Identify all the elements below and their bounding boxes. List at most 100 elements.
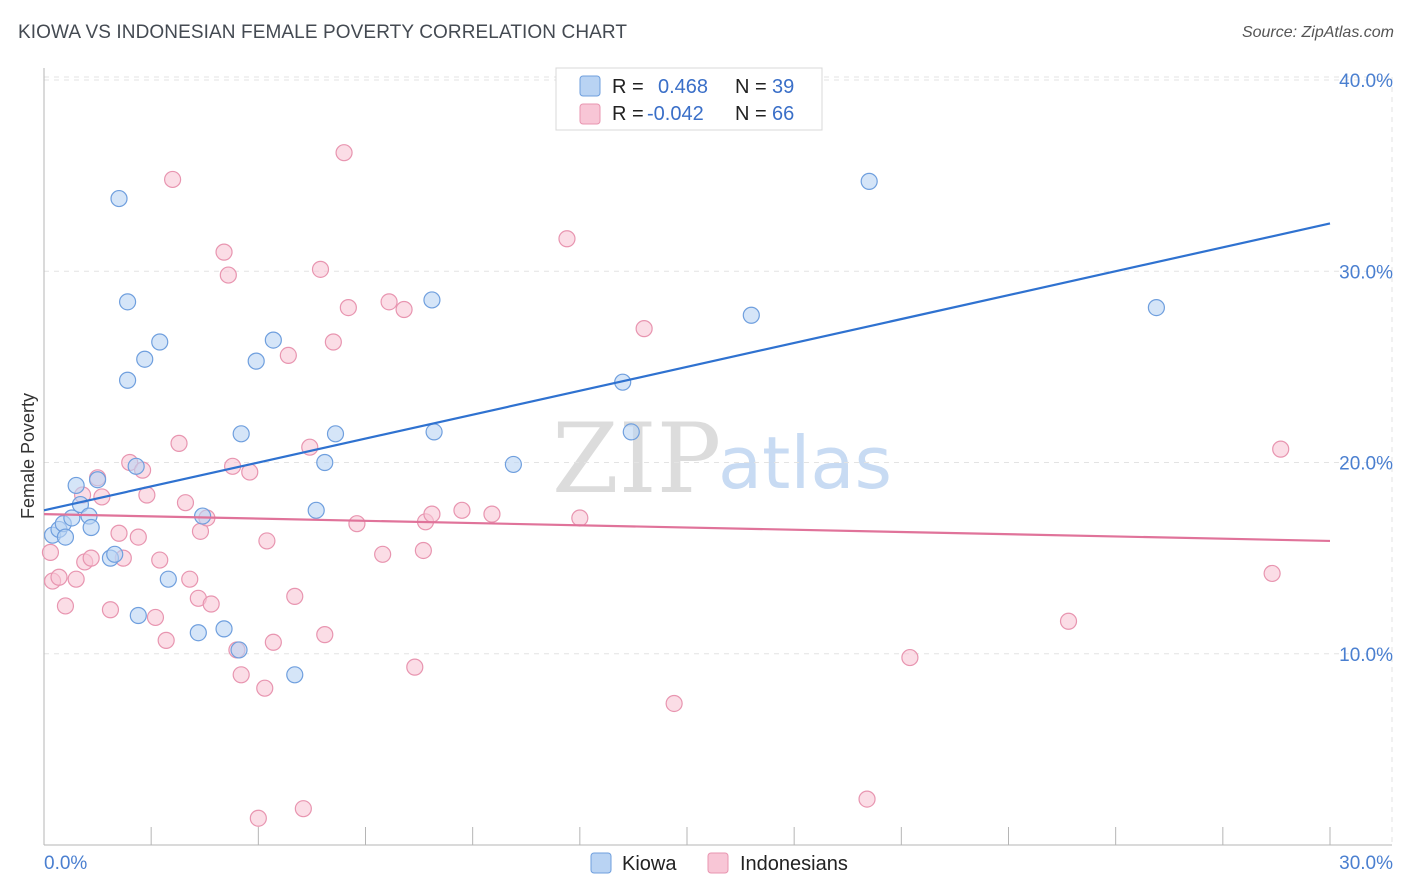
kiowa-point	[88, 471, 107, 489]
kiowa-trend-line	[43, 222, 1331, 512]
indonesian-point	[170, 434, 188, 452]
y-tick-label: 20.0%	[1339, 454, 1393, 475]
indonesian-point	[176, 494, 195, 512]
kiowa-point	[194, 507, 212, 525]
kiowa-point	[106, 545, 124, 563]
indonesian-point	[571, 509, 589, 527]
trend-layer	[43, 222, 1331, 543]
legend-kiowa-n-label: N =	[735, 76, 767, 98]
y-tick-label: 40.0%	[1339, 71, 1393, 92]
legend-kiowa-n-value: 39	[772, 76, 794, 98]
indonesian-point	[41, 543, 60, 561]
legend-indonesian-r-value: -0.042	[647, 103, 704, 125]
kiowa-point	[136, 350, 154, 368]
indonesian-point	[67, 570, 85, 588]
legend-kiowa-r-label: R =	[612, 76, 644, 98]
indonesian-point	[215, 243, 233, 261]
indonesian-point	[380, 293, 398, 311]
indonesian-point	[311, 260, 330, 278]
y-axis-label: Female Poverty	[18, 393, 38, 519]
watermark-zip: ZIP	[552, 403, 721, 515]
indonesian-point	[558, 230, 576, 248]
bottom-legend: Kiowa Indonesians	[590, 852, 848, 875]
legend-kiowa-swatch	[579, 75, 601, 97]
legend-indonesian-r-label: R =	[612, 103, 644, 125]
indonesian-point	[1059, 612, 1078, 630]
indonesian-point	[1272, 440, 1290, 458]
indonesian-point	[146, 608, 165, 627]
kiowa-point	[110, 189, 128, 208]
indonesian-point	[219, 266, 237, 284]
bottom-legend-kiowa-label: Kiowa	[622, 853, 677, 875]
indonesian-point	[665, 694, 683, 713]
x-tick-label-min: 0.0%	[44, 853, 87, 874]
y-tick-label: 30.0%	[1339, 262, 1393, 283]
indonesian-point	[901, 648, 919, 667]
indonesian-point	[279, 346, 297, 364]
indonesian-point	[256, 679, 274, 697]
indonesian-point	[316, 626, 334, 644]
indonesian-point	[423, 505, 441, 523]
kiowa-point	[423, 291, 441, 309]
bottom-legend-indonesians-label: Indonesians	[740, 853, 848, 875]
bottom-legend-kiowa-swatch	[590, 852, 612, 874]
indonesian-point	[232, 666, 250, 684]
indonesian-point	[56, 597, 75, 615]
chart-source: Source: ZipAtlas.com	[1241, 24, 1394, 41]
kiowa-point	[264, 331, 282, 349]
indonesian-point	[294, 800, 312, 818]
indonesian-point	[483, 505, 501, 523]
kiowa-point	[1147, 298, 1165, 317]
kiowa-point	[67, 476, 85, 495]
indonesian-point	[286, 587, 304, 605]
indonesian-point	[129, 528, 147, 546]
kiowa-point	[232, 425, 250, 443]
indonesian-point	[335, 144, 353, 162]
indonesian-point	[453, 501, 471, 519]
points-layer	[41, 144, 1290, 827]
kiowa-point	[307, 501, 325, 519]
kiowa-point	[56, 528, 75, 546]
indonesian-trend-line	[43, 513, 1331, 543]
indonesian-point	[406, 658, 424, 676]
legend-indonesian-swatch	[579, 103, 601, 125]
x-tick-label-max: 30.0%	[1339, 853, 1393, 874]
indonesian-point	[110, 524, 128, 542]
indonesian-point	[348, 515, 366, 533]
indonesian-point	[50, 568, 68, 586]
indonesian-point	[264, 633, 282, 651]
axis-layer: 10.0% 20.0% 30.0% 40.0% 0.0% 30.0%	[43, 68, 1393, 874]
kiowa-point	[247, 352, 265, 370]
indonesian-point	[157, 631, 175, 649]
watermark: ZIP atlas	[552, 403, 892, 515]
kiowa-point	[326, 425, 345, 443]
y-tick-label: 10.0%	[1339, 645, 1393, 666]
chart-title: KIOWA VS INDONESIAN FEMALE POVERTY CORRE…	[18, 22, 628, 43]
indonesian-point	[395, 300, 413, 319]
indonesian-point	[249, 809, 267, 827]
kiowa-point	[129, 606, 147, 625]
kiowa-point	[82, 518, 100, 537]
indonesian-point	[339, 298, 357, 317]
indonesian-point	[82, 549, 100, 567]
indonesian-point	[101, 601, 120, 619]
indonesian-point	[858, 790, 876, 808]
kiowa-point	[118, 293, 137, 311]
kiowa-point	[118, 371, 137, 389]
kiowa-point	[189, 624, 207, 642]
indonesian-point	[414, 541, 432, 560]
kiowa-point	[504, 455, 522, 474]
indonesian-point	[151, 551, 169, 569]
legend-indonesian-n-label: N =	[735, 103, 767, 125]
indonesian-point	[164, 170, 182, 189]
indonesian-point	[181, 570, 199, 588]
kiowa-point	[215, 620, 233, 638]
indonesian-point	[635, 320, 653, 338]
kiowa-point	[316, 453, 334, 472]
legend-box: R = 0.468 N = 39 R = -0.042 N = 66	[555, 67, 823, 131]
indonesian-point	[202, 595, 220, 613]
kiowa-point	[230, 641, 248, 659]
kiowa-point	[159, 570, 177, 588]
legend-indonesian-n-value: 66	[772, 103, 794, 125]
